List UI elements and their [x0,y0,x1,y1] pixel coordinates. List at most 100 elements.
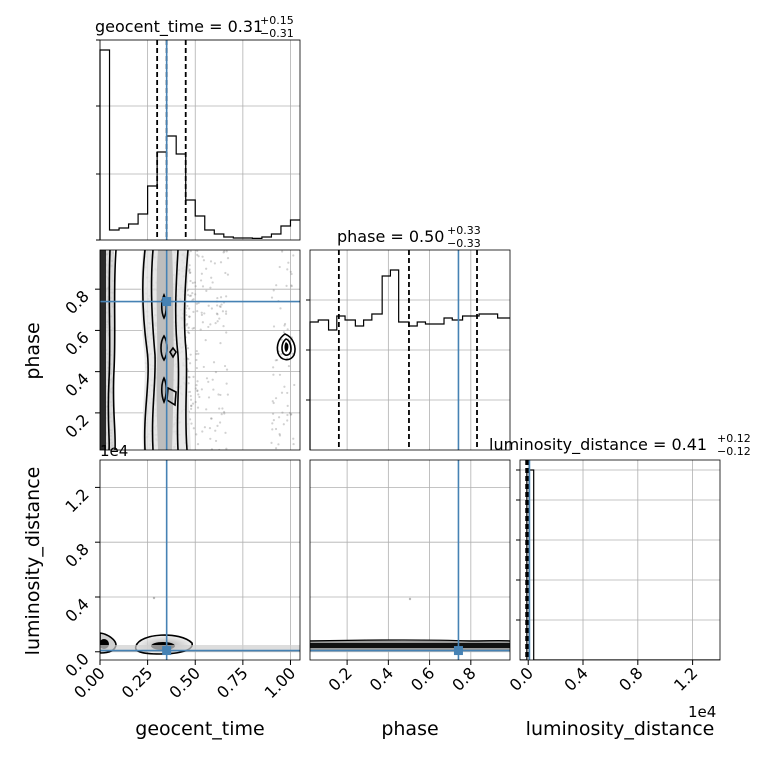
scatter-point [270,296,274,299]
ylabel-luminosity-distance: luminosity_distance [22,467,44,656]
scatter-point [280,338,283,341]
scatter-point [188,307,191,310]
scatter-point [189,250,192,253]
contour-left-inner [107,250,111,450]
scatter-point [274,397,278,400]
title-geocent-time-sup: +0.15 [260,14,294,27]
scatter-point [197,301,200,305]
scatter-point [189,353,192,356]
xticks-phase: 0.2 0.4 0.6 0.8 [325,660,480,695]
scatter-point [191,291,194,295]
scatter-point [219,393,222,397]
panel-hist-phase [306,249,511,451]
scatter-point [277,443,280,446]
ytick-phase-tick-label-0: 0.2 [61,410,92,441]
scatter-point [191,402,195,405]
scatter-point [218,317,221,320]
scatter-point [292,254,295,257]
panel-hist-geocent-time-grid [99,39,300,241]
xtick-geocent-time-tick-label-2: 0.50 [165,663,204,702]
quantile-lines-phase [337,250,478,450]
panel-2d-distance-phase: 0.2 0.4 0.6 0.8 [309,459,511,695]
scatter-point [187,358,190,361]
scatter-point [214,429,217,432]
scatter-point [272,373,275,376]
scatter-point [188,390,192,393]
scatter-point [201,285,205,288]
scatter-point [188,376,191,379]
xlabel-geocent-time: geocent_time [135,718,264,740]
scatter-point [190,404,193,408]
contour-center-right-inner [174,250,180,450]
scatter-point [198,395,201,399]
scatter-point [196,253,199,256]
scatter-point [271,412,275,415]
scatter-point [191,281,194,284]
scatter-point [289,413,292,416]
panel-2d-distance-phase-frame [309,459,511,661]
scatter-point [200,388,203,391]
panel-hist-luminosity-distance: 0.0 0.4 0.8 1.2 [506,459,721,695]
scatter-point [186,293,190,296]
contours-phase-geocent-time [107,250,296,450]
scatter-point [272,325,276,328]
scatter-point [185,324,188,327]
scatter-point [209,417,213,420]
scatter-point [189,398,193,401]
scatter-point [277,416,281,419]
scatter-point [279,307,282,310]
title-phase-sup: +0.33 [447,224,481,237]
title-luminosity-distance: luminosity_distance = 0.41 [489,435,707,455]
scatter-point [207,325,210,329]
scatter-point [214,439,218,443]
scatter-point [190,407,193,411]
scatter-point [188,271,192,274]
panel-hist-luminosity-distance-grid [520,460,720,660]
contour-right-inner [281,338,292,356]
scatter-point [283,322,287,326]
band-core [310,643,510,648]
contour-center-left-inner [150,250,156,450]
title-luminosity-distance-sub: −0.12 [717,445,751,458]
ytick-phase-tick-label-1: 0.4 [61,369,92,400]
scatter-point [219,342,222,345]
yticks-luminosity-distance: 0.00.40.81.2 [61,485,100,681]
scatter-point [187,326,190,329]
scatter-point [225,331,228,334]
scatter-point [213,262,216,265]
hist-phase-step [309,269,510,450]
title-phase-sub: −0.33 [447,237,481,250]
band-bottom [100,645,300,650]
scatter-point [197,393,200,396]
scatter-point [272,401,275,405]
xtick-luminosity-distance-tick-label-1: 0.4 [560,663,591,694]
scatter-point [191,327,194,330]
scatter-point [287,364,291,368]
contour-center-right-outer [183,250,189,450]
scatter-point [225,295,228,298]
offset-text-y-luminosity-distance: 1e4 [100,442,128,460]
scatter-point [274,427,278,431]
scatter-point [220,413,223,416]
scatter-point [187,370,190,373]
scatter-point [292,442,295,446]
scatter-point [278,434,282,437]
contour-center-left-outer [142,250,149,450]
scatter-point [210,417,213,420]
title-phase: phase = 0.50 [337,227,444,246]
scatter-point [188,268,191,271]
scatter-point [286,268,289,271]
scatter-point [280,353,283,356]
scatter-point [224,271,227,275]
scatter-point [214,371,218,374]
scatter-point [218,421,222,424]
scatter-point [194,387,197,390]
scatter-point [186,322,189,326]
scatter-point [188,269,191,272]
scatter-point [292,437,295,440]
scatter-point [186,347,190,350]
scatter-point [278,433,281,436]
panel-2d-distance-geocent-time-grid [99,460,300,660]
outlier-point [152,596,156,600]
